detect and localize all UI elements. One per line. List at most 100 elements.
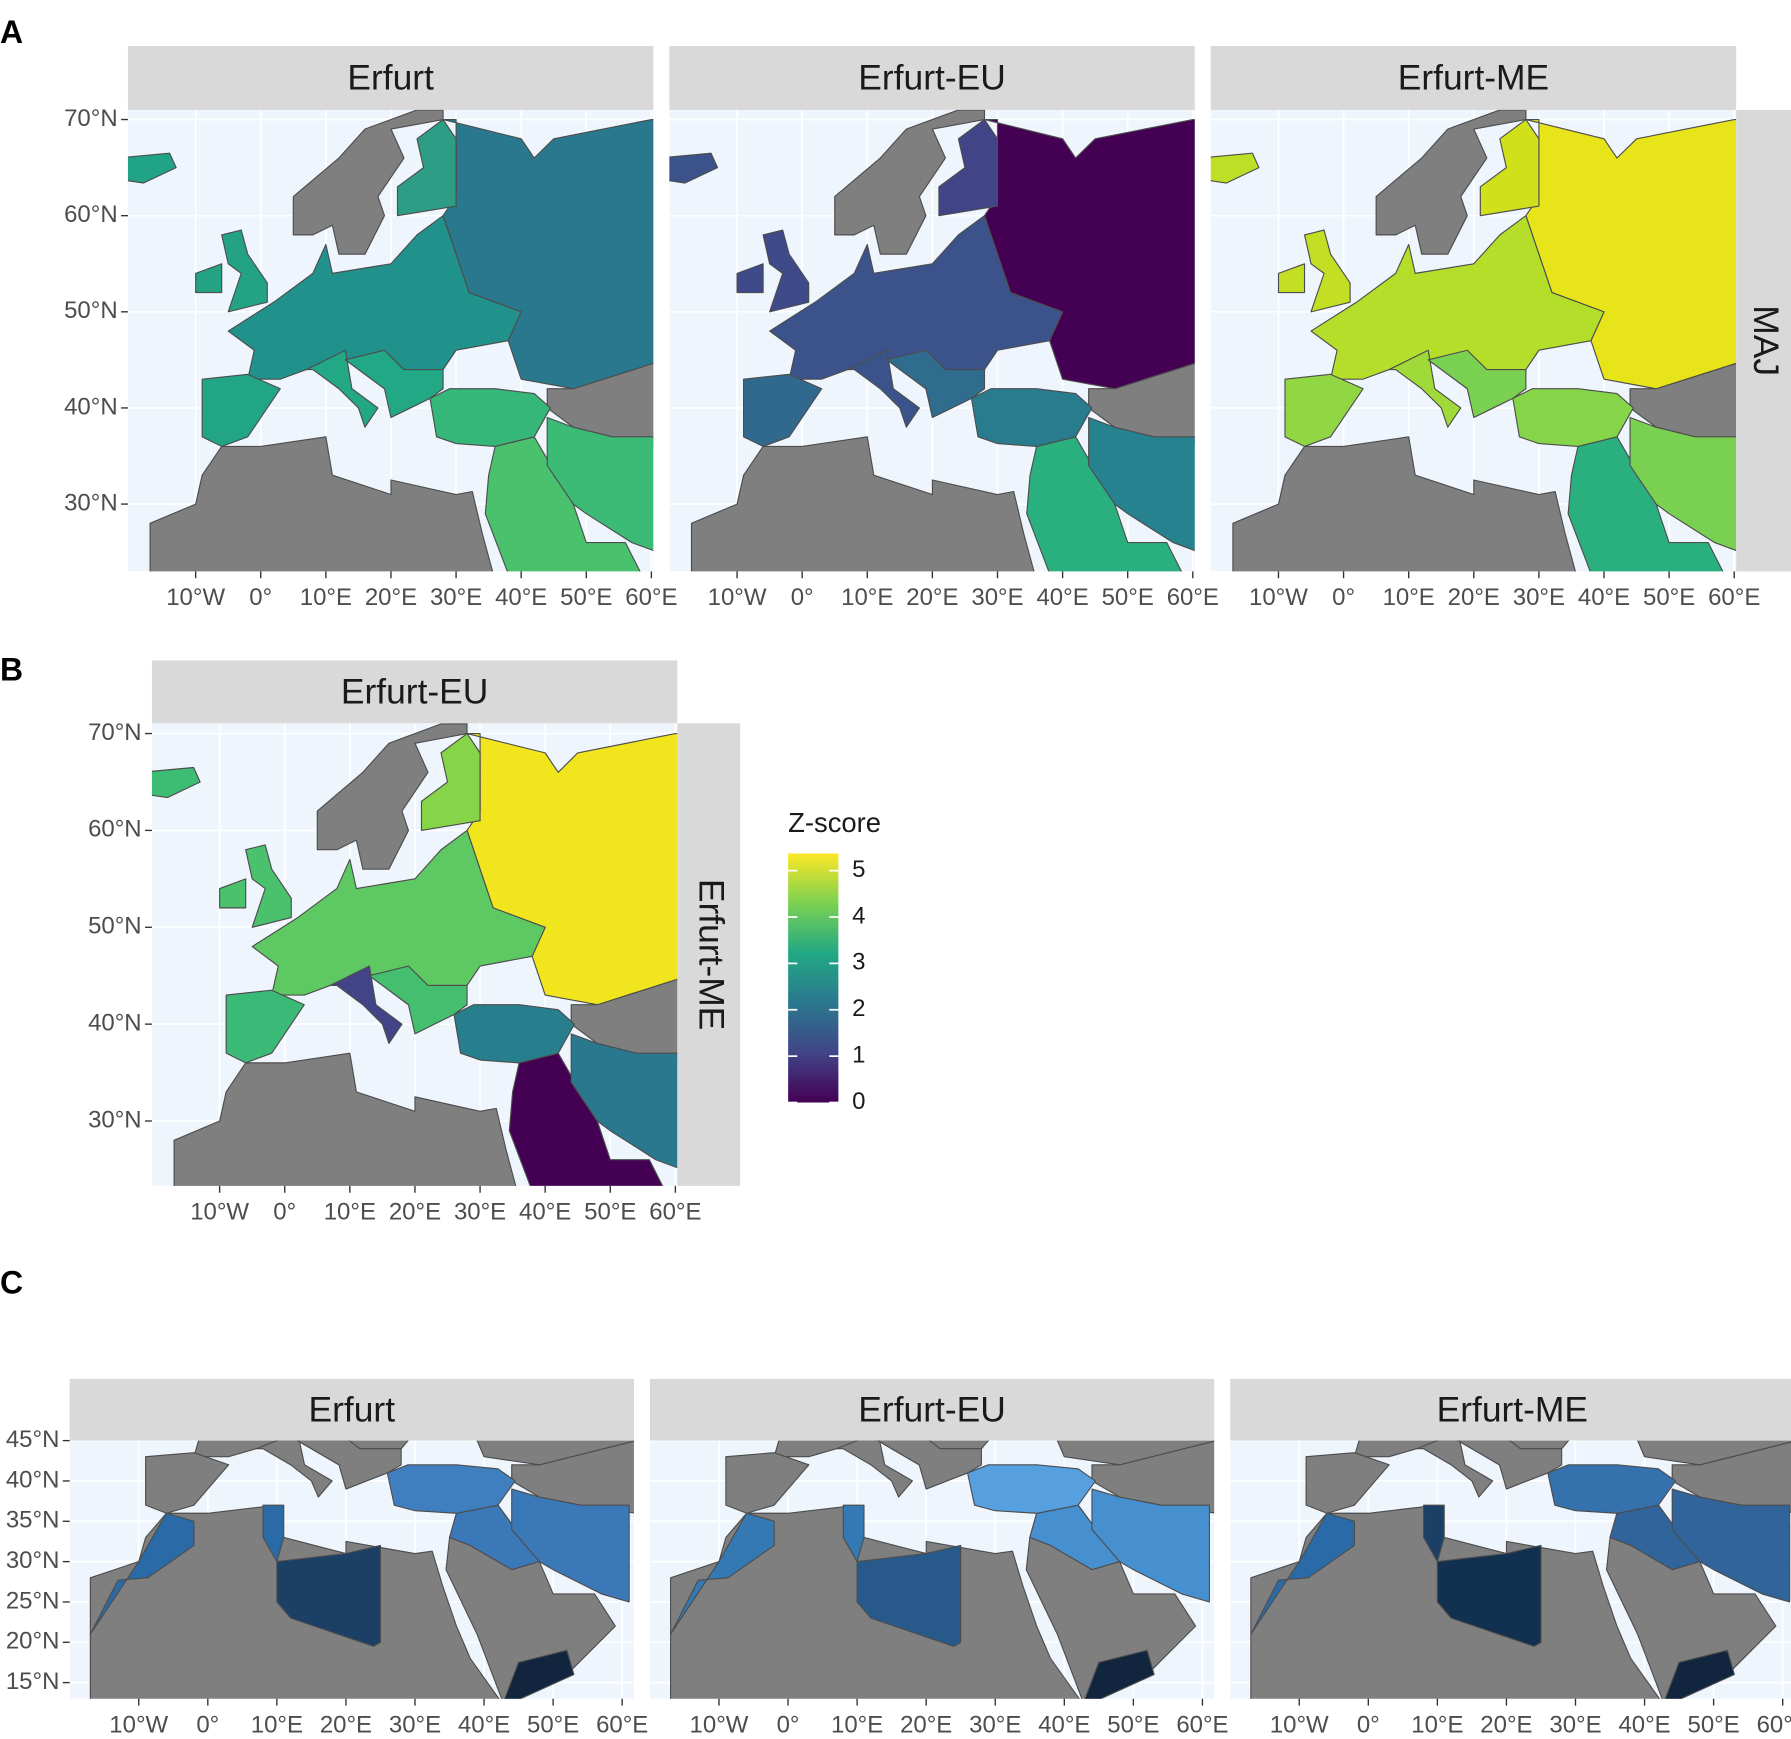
legend-label: 2 — [852, 995, 865, 1022]
country — [1403, 1231, 1562, 1352]
legend-label: 1 — [852, 1041, 865, 1068]
facet-strip — [151, 660, 678, 724]
y-tick-label: 50°N — [88, 913, 142, 940]
x-tick-label: 40°E — [458, 1711, 510, 1738]
colorbar — [788, 853, 839, 1103]
country — [1084, 1649, 1155, 1699]
x-tick-label: 50°E — [560, 584, 612, 611]
x-tick-label: 30°E — [971, 584, 1023, 611]
country — [1284, 373, 1364, 447]
x-tick-label: 30°E — [454, 1199, 506, 1226]
facet-title: Erfurt — [309, 1389, 396, 1429]
legend-title: Z-score — [788, 807, 881, 838]
y-tick-label: 35°N — [6, 1507, 60, 1534]
row-label: Erfurt-ME — [691, 879, 731, 1030]
map — [649, 1231, 1215, 1699]
country — [201, 373, 281, 447]
country — [1210, 152, 1260, 184]
country — [970, 388, 1093, 447]
country — [151, 766, 201, 799]
country — [1250, 1512, 1356, 1635]
row-label: MAJ — [1746, 305, 1786, 376]
x-tick-label: 40°E — [519, 1199, 571, 1226]
country — [1232, 436, 1576, 572]
x-tick-label: 10°W — [166, 584, 225, 611]
x-tick-label: 10°E — [300, 584, 352, 611]
x-tick-label: 0° — [1332, 584, 1355, 611]
facet-title: Erfurt-EU — [858, 58, 1005, 98]
country — [823, 1231, 982, 1352]
y-tick-label: 15°N — [6, 1668, 60, 1695]
country — [296, 1440, 402, 1490]
x-tick-label: 60°E — [1176, 1711, 1228, 1738]
y-tick-label: 60°N — [88, 816, 142, 843]
x-tick-label: 20°E — [900, 1711, 952, 1738]
country — [305, 349, 379, 428]
map — [1230, 1231, 1791, 1699]
facet-strip — [127, 45, 654, 110]
country — [145, 1452, 230, 1514]
x-tick-label: 20°E — [389, 1199, 441, 1226]
country — [429, 388, 552, 447]
country — [396, 118, 457, 217]
country — [877, 1440, 982, 1490]
x-tick-label: 50°E — [527, 1711, 579, 1738]
x-tick-label: 10°E — [324, 1199, 376, 1226]
facet-title: Erfurt-ME — [1398, 58, 1549, 98]
country — [847, 349, 920, 428]
x-tick-label: 10°E — [831, 1711, 883, 1738]
country — [769, 215, 1064, 390]
facet-strip — [1210, 45, 1737, 110]
country — [736, 263, 764, 294]
country — [329, 965, 403, 1045]
x-tick-label: 50°E — [584, 1199, 636, 1226]
country — [316, 723, 468, 870]
country — [1513, 1239, 1575, 1320]
country — [1388, 349, 1462, 428]
x-tick-label: 40°E — [1578, 584, 1630, 611]
country — [1091, 1488, 1210, 1603]
country — [1664, 1649, 1735, 1699]
country — [762, 229, 810, 313]
country — [743, 373, 823, 447]
country — [242, 1231, 401, 1352]
country — [1479, 118, 1540, 217]
country — [1525, 118, 1737, 390]
x-tick-label: 0° — [791, 584, 814, 611]
country — [842, 1504, 865, 1563]
y-tick-label: 40°N — [64, 393, 118, 420]
x-tick-label: 50°E — [1643, 584, 1695, 611]
country — [1088, 416, 1195, 552]
country — [89, 1512, 195, 1635]
country — [149, 436, 494, 572]
y-tick-label: 70°N — [88, 719, 142, 746]
y-tick-label: 70°N — [64, 105, 118, 132]
x-tick-label: 40°E — [495, 584, 547, 611]
x-tick-label: 10°E — [1383, 584, 1435, 611]
country — [1637, 1440, 1791, 1466]
y-tick-label: 30°N — [6, 1547, 60, 1574]
x-tick-label: 40°E — [1036, 584, 1088, 611]
country — [442, 118, 654, 390]
country — [938, 118, 999, 217]
country — [127, 152, 177, 184]
x-tick-label: 30°E — [430, 584, 482, 611]
country — [420, 733, 481, 832]
country — [453, 1004, 575, 1064]
country — [1303, 229, 1351, 313]
country — [1547, 1464, 1677, 1514]
panel-letter: B — [0, 651, 23, 687]
x-tick-label: 60°E — [1167, 584, 1219, 611]
x-tick-label: 60°E — [596, 1711, 648, 1738]
x-tick-label: 20°E — [906, 584, 958, 611]
country — [195, 263, 223, 294]
y-tick-label: 45°N — [6, 1426, 60, 1453]
map — [151, 723, 678, 1186]
x-tick-label: 60°E — [1757, 1711, 1791, 1738]
country — [353, 1239, 415, 1320]
country — [1056, 1440, 1215, 1466]
row-strip — [677, 723, 741, 1186]
x-tick-label: 20°E — [320, 1711, 372, 1738]
country — [344, 349, 444, 419]
